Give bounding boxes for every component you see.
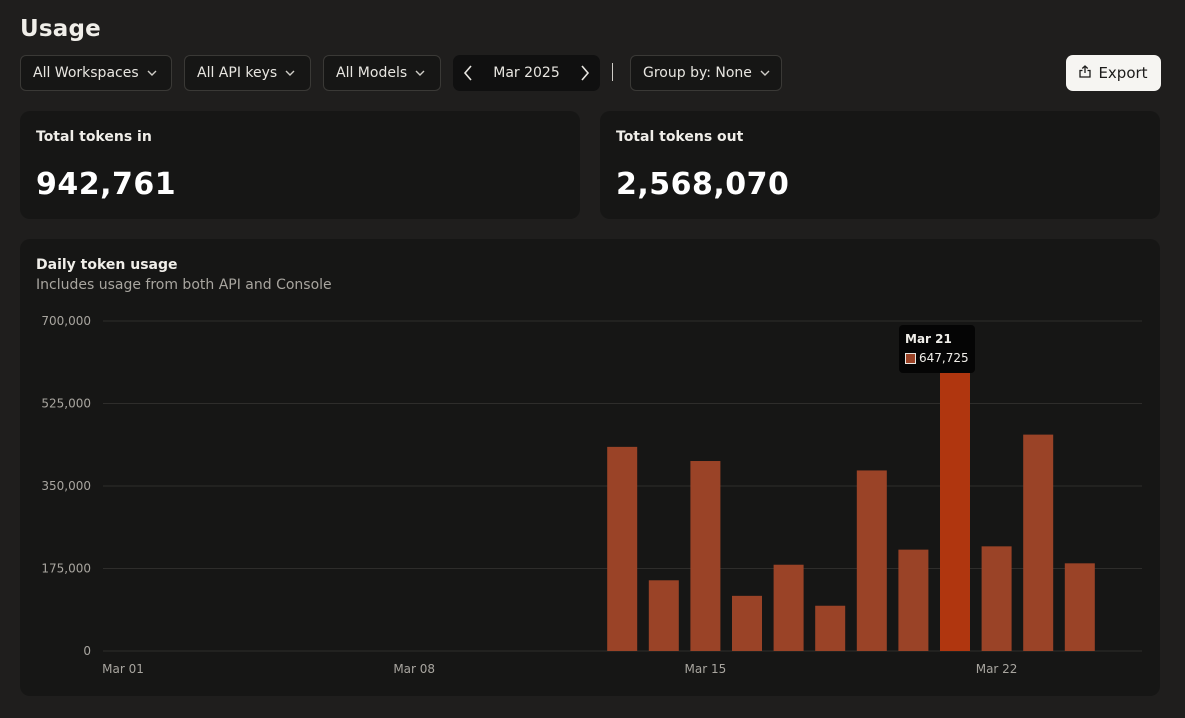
filter-separator xyxy=(612,63,613,81)
export-button-label: Export xyxy=(1098,64,1148,82)
filter-bar: All Workspaces All API keys All Models M… xyxy=(20,55,1161,91)
chart-bar xyxy=(898,549,929,651)
api-keys-dropdown-label: All API keys xyxy=(197,65,278,81)
group-by-dropdown-label: Group by: None xyxy=(643,65,752,81)
api-keys-dropdown[interactable]: All API keys xyxy=(184,55,311,91)
chart-bar xyxy=(607,446,638,651)
chart-bar xyxy=(1023,434,1054,651)
tokens-in-label: Total tokens in xyxy=(36,129,152,145)
chevron-left-icon[interactable] xyxy=(463,65,473,81)
chart-bar xyxy=(815,605,846,651)
tokens-in-card: Total tokens in 942,761 xyxy=(20,111,580,219)
chart-bar xyxy=(856,470,887,651)
chart-bar xyxy=(981,546,1012,651)
y-tick-label: 350,000 xyxy=(41,479,91,493)
tokens-in-value: 942,761 xyxy=(36,167,177,202)
chevron-down-icon xyxy=(147,70,157,76)
chart-bar xyxy=(732,595,762,651)
chevron-down-icon xyxy=(415,70,425,76)
x-tick-label: Mar 08 xyxy=(393,662,435,676)
y-tick-label: 700,000 xyxy=(41,314,91,328)
share-icon xyxy=(1079,64,1092,82)
month-navigator: Mar 2025 xyxy=(453,55,600,91)
tokens-out-label: Total tokens out xyxy=(616,129,744,145)
y-tick-label: 175,000 xyxy=(41,562,91,576)
y-tick-label: 0 xyxy=(83,644,91,658)
workspace-dropdown[interactable]: All Workspaces xyxy=(20,55,172,91)
chevron-down-icon xyxy=(760,70,770,76)
models-dropdown[interactable]: All Models xyxy=(323,55,441,91)
chart-bar xyxy=(940,345,970,651)
chart-bar xyxy=(1064,563,1095,651)
tokens-out-card: Total tokens out 2,568,070 xyxy=(600,111,1160,219)
chart-bar xyxy=(690,461,721,651)
tokens-out-value: 2,568,070 xyxy=(616,167,790,202)
chevron-down-icon xyxy=(285,70,295,76)
x-tick-label: Mar 15 xyxy=(685,662,727,676)
page-title: Usage xyxy=(20,16,101,42)
chart-subtitle: Includes usage from both API and Console xyxy=(36,277,332,293)
month-label: Mar 2025 xyxy=(493,65,560,81)
chart-bar xyxy=(648,580,679,651)
y-tick-label: 525,000 xyxy=(41,397,91,411)
x-tick-label: Mar 01 xyxy=(102,662,144,676)
workspace-dropdown-label: All Workspaces xyxy=(33,65,139,81)
chevron-right-icon[interactable] xyxy=(580,65,590,81)
export-button[interactable]: Export xyxy=(1066,55,1161,91)
group-by-dropdown[interactable]: Group by: None xyxy=(630,55,782,91)
models-dropdown-label: All Models xyxy=(336,65,408,81)
chart-bar xyxy=(773,564,804,651)
daily-usage-chart: 0 175,000 350,000 525,000 700,000 Mar 01 Mar 0… xyxy=(41,314,1142,676)
daily-usage-chart-card: Daily token usage Includes usage from bo… xyxy=(20,239,1160,696)
chart-title: Daily token usage xyxy=(36,257,178,273)
x-tick-label: Mar 22 xyxy=(976,662,1018,676)
